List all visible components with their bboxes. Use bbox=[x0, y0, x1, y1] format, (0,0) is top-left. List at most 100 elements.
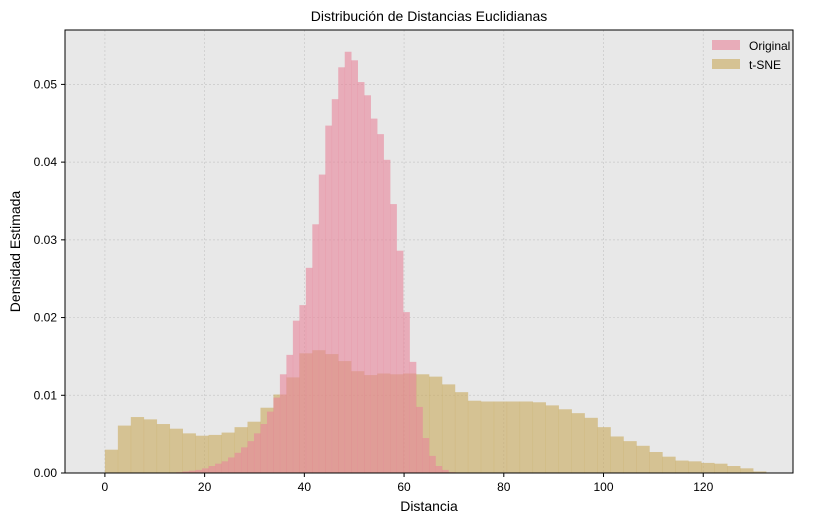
histogram-bar bbox=[390, 204, 397, 473]
histogram-bar bbox=[662, 456, 676, 473]
histogram-bar bbox=[532, 402, 546, 473]
histogram-bar bbox=[429, 376, 443, 473]
x-tick-label: 120 bbox=[693, 480, 713, 494]
histogram-bar bbox=[266, 411, 274, 473]
legend-label: Original bbox=[749, 39, 790, 53]
histogram-bar bbox=[467, 400, 482, 473]
histogram-bar bbox=[325, 125, 333, 474]
x-tick-label: 20 bbox=[198, 480, 212, 494]
legend-label: t-SNE bbox=[749, 58, 781, 72]
histogram-bar bbox=[396, 250, 404, 473]
y-tick-label: 0.05 bbox=[34, 77, 58, 91]
histogram-bar bbox=[571, 413, 585, 473]
histogram-bar bbox=[597, 427, 611, 473]
histogram-bar bbox=[344, 51, 352, 473]
y-tick-label: 0.00 bbox=[34, 466, 58, 480]
plot-frame bbox=[64, 29, 794, 474]
histogram-bar bbox=[305, 267, 313, 473]
histogram-bar bbox=[299, 305, 307, 473]
x-tick-label: 0 bbox=[102, 480, 109, 494]
histogram-bar bbox=[202, 468, 209, 473]
histogram-bar bbox=[740, 468, 754, 473]
histogram-bar bbox=[253, 433, 261, 473]
x-tick-label: 40 bbox=[298, 480, 312, 494]
histogram-bar bbox=[364, 95, 371, 473]
histogram-bar bbox=[649, 452, 663, 473]
histogram-bar bbox=[189, 470, 196, 473]
histogram-bar bbox=[429, 455, 436, 473]
histogram-bar bbox=[370, 118, 378, 473]
chart-title: Distribución de Distancias Euclidianas bbox=[311, 8, 548, 24]
histogram-bar bbox=[493, 401, 508, 473]
histogram-bar bbox=[338, 67, 346, 473]
histogram-bar bbox=[383, 159, 391, 473]
y-axis-label: Densidad Estimada bbox=[7, 191, 23, 313]
histogram-bar bbox=[435, 466, 443, 473]
histogram-bar bbox=[623, 441, 637, 473]
histogram-bar bbox=[688, 461, 702, 473]
histogram-bar bbox=[545, 405, 559, 473]
histogram-bar bbox=[480, 401, 495, 473]
histogram-bar bbox=[357, 82, 365, 473]
axis-ticks: 0 20 40 60 80 100 120 0.00 0.01 0.02 0.03 0.04 0.05 bbox=[34, 77, 714, 494]
histogram-bar bbox=[331, 99, 339, 474]
histogram-bar bbox=[241, 447, 248, 473]
histogram-bar bbox=[292, 320, 300, 473]
histogram-bar bbox=[260, 424, 268, 473]
legend-swatch bbox=[712, 40, 740, 50]
histogram-bar bbox=[422, 438, 430, 473]
histogram-bar bbox=[675, 460, 689, 473]
y-tick-label: 0.01 bbox=[34, 388, 58, 402]
histogram-bar bbox=[753, 471, 767, 473]
legend-swatch bbox=[712, 59, 740, 69]
histogram-bar bbox=[273, 397, 281, 473]
histogram-bar bbox=[208, 466, 216, 473]
x-tick-label: 60 bbox=[397, 480, 411, 494]
histogram-bar bbox=[130, 417, 145, 473]
series-original bbox=[176, 51, 456, 474]
histogram-bar bbox=[195, 435, 209, 473]
histogram-bar bbox=[104, 449, 119, 473]
histogram-bar bbox=[182, 471, 190, 473]
histogram-bar bbox=[409, 361, 417, 473]
histogram-bar bbox=[610, 436, 624, 473]
histogram-bar bbox=[714, 463, 728, 473]
histogram-bar bbox=[195, 469, 203, 473]
histogram-bar bbox=[416, 406, 423, 473]
histogram-bar bbox=[247, 441, 255, 473]
x-tick-label: 80 bbox=[497, 480, 511, 494]
histogram-bar bbox=[215, 463, 222, 473]
histogram-bar bbox=[441, 469, 449, 473]
histogram-bar bbox=[169, 428, 183, 473]
histogram-bar bbox=[143, 419, 158, 473]
histogram-bar bbox=[519, 401, 534, 473]
histogram-bar bbox=[506, 401, 521, 473]
histogram-bar bbox=[727, 466, 741, 473]
histogram-bar bbox=[156, 424, 171, 473]
histogram-bar bbox=[228, 457, 235, 473]
histogram-bar bbox=[558, 409, 572, 473]
histogram-bar bbox=[234, 452, 242, 473]
y-tick-label: 0.03 bbox=[34, 233, 58, 247]
y-tick-label: 0.02 bbox=[34, 311, 58, 325]
legend: Original t-SNE bbox=[712, 39, 790, 72]
histogram-bar bbox=[377, 134, 384, 473]
y-tick-label: 0.04 bbox=[34, 155, 58, 169]
histogram-bar bbox=[584, 417, 598, 473]
histogram-bar bbox=[403, 312, 410, 473]
histogram-bars bbox=[104, 51, 767, 474]
x-axis-label: Distancia bbox=[400, 498, 458, 514]
histogram-bar bbox=[701, 462, 715, 473]
histogram-bar bbox=[208, 434, 222, 473]
histogram-bar bbox=[441, 384, 456, 473]
histogram-bar bbox=[312, 224, 320, 473]
histogram-bar bbox=[182, 433, 196, 473]
x-tick-label: 100 bbox=[594, 480, 614, 494]
histogram-bar bbox=[351, 60, 358, 474]
histogram-bar bbox=[454, 392, 469, 473]
histogram-bar bbox=[117, 425, 132, 473]
histogram-bar bbox=[318, 174, 326, 473]
histogram-bar bbox=[221, 461, 229, 473]
histogram-bar bbox=[279, 374, 287, 473]
